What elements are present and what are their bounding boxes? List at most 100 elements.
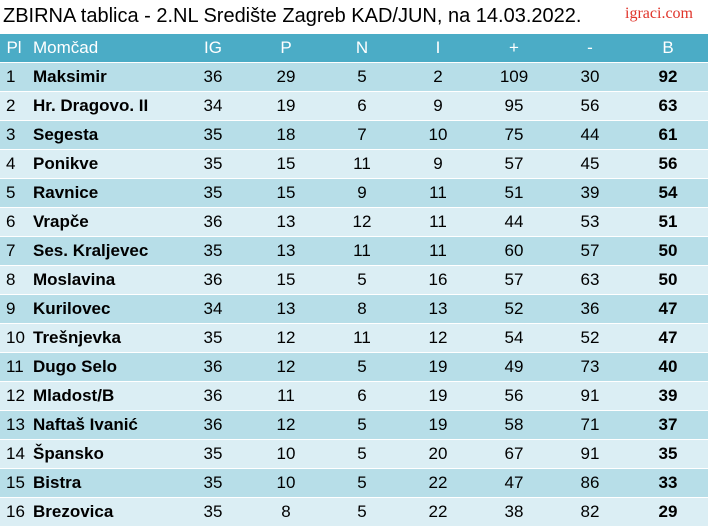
team-name-cell: Brezovica bbox=[28, 497, 178, 527]
played-cell: 34 bbox=[178, 91, 248, 121]
draws-cell: 5 bbox=[324, 468, 400, 498]
team-name-cell: Bistra bbox=[28, 468, 178, 498]
page-title: ZBIRNA tablica - 2.NL Središte Zagreb KA… bbox=[3, 5, 582, 27]
played-cell: 35 bbox=[178, 178, 248, 208]
losses-cell: 16 bbox=[400, 265, 476, 295]
goals-against-cell: 63 bbox=[552, 265, 628, 295]
position-cell: 4 bbox=[0, 149, 28, 179]
points-cell: 50 bbox=[628, 265, 708, 295]
points-cell: 47 bbox=[628, 323, 708, 353]
losses-cell: 19 bbox=[400, 352, 476, 382]
table-row: 11 Dugo Selo 36 12 5 19 49 73 40 bbox=[0, 352, 708, 382]
team-name-cell: Moslavina bbox=[28, 265, 178, 295]
played-cell: 36 bbox=[178, 62, 248, 92]
draws-cell: 11 bbox=[324, 323, 400, 353]
played-cell: 36 bbox=[178, 265, 248, 295]
header-team: Momčad bbox=[28, 34, 178, 63]
wins-cell: 12 bbox=[248, 323, 324, 353]
draws-cell: 8 bbox=[324, 294, 400, 324]
table-row: 8 Moslavina 36 15 5 16 57 63 50 bbox=[0, 265, 708, 295]
table-row: 6 Vrapče 36 13 12 11 44 53 51 bbox=[0, 207, 708, 237]
goals-for-cell: 56 bbox=[476, 381, 552, 411]
wins-cell: 15 bbox=[248, 149, 324, 179]
losses-cell: 9 bbox=[400, 91, 476, 121]
goals-against-cell: 91 bbox=[552, 381, 628, 411]
table-row: 7 Ses. Kraljevec 35 13 11 11 60 57 50 bbox=[0, 236, 708, 266]
goals-for-cell: 51 bbox=[476, 178, 552, 208]
position-cell: 13 bbox=[0, 410, 28, 440]
goals-for-cell: 95 bbox=[476, 91, 552, 121]
points-cell: 35 bbox=[628, 439, 708, 469]
played-cell: 36 bbox=[178, 352, 248, 382]
position-cell: 5 bbox=[0, 178, 28, 208]
team-name-cell: Ravnice bbox=[28, 178, 178, 208]
position-cell: 8 bbox=[0, 265, 28, 295]
goals-for-cell: 75 bbox=[476, 120, 552, 150]
goals-against-cell: 30 bbox=[552, 62, 628, 92]
header-draws: N bbox=[324, 34, 400, 63]
table-row: 13 Naftaš Ivanić 36 12 5 19 58 71 37 bbox=[0, 410, 708, 440]
points-cell: 92 bbox=[628, 62, 708, 92]
draws-cell: 5 bbox=[324, 439, 400, 469]
draws-cell: 5 bbox=[324, 410, 400, 440]
losses-cell: 11 bbox=[400, 236, 476, 266]
team-name-cell: Naftaš Ivanić bbox=[28, 410, 178, 440]
goals-against-cell: 73 bbox=[552, 352, 628, 382]
losses-cell: 12 bbox=[400, 323, 476, 353]
table-row: 10 Trešnjevka 35 12 11 12 54 52 47 bbox=[0, 323, 708, 353]
points-cell: 29 bbox=[628, 497, 708, 527]
points-cell: 37 bbox=[628, 410, 708, 440]
position-cell: 14 bbox=[0, 439, 28, 469]
goals-against-cell: 56 bbox=[552, 91, 628, 121]
draws-cell: 12 bbox=[324, 207, 400, 237]
team-name-cell: Dugo Selo bbox=[28, 352, 178, 382]
header-losses: I bbox=[400, 34, 476, 63]
draws-cell: 5 bbox=[324, 497, 400, 527]
wins-cell: 13 bbox=[248, 207, 324, 237]
goals-for-cell: 52 bbox=[476, 294, 552, 324]
played-cell: 36 bbox=[178, 381, 248, 411]
goals-against-cell: 82 bbox=[552, 497, 628, 527]
goals-against-cell: 44 bbox=[552, 120, 628, 150]
wins-cell: 29 bbox=[248, 62, 324, 92]
header-wins: P bbox=[248, 34, 324, 63]
team-name-cell: Maksimir bbox=[28, 62, 178, 92]
draws-cell: 5 bbox=[324, 62, 400, 92]
points-cell: 56 bbox=[628, 149, 708, 179]
losses-cell: 19 bbox=[400, 410, 476, 440]
played-cell: 35 bbox=[178, 497, 248, 527]
played-cell: 36 bbox=[178, 410, 248, 440]
draws-cell: 5 bbox=[324, 265, 400, 295]
points-cell: 33 bbox=[628, 468, 708, 498]
position-cell: 15 bbox=[0, 468, 28, 498]
header-goals-for: + bbox=[476, 34, 552, 63]
table-row: 3 Segesta 35 18 7 10 75 44 61 bbox=[0, 120, 708, 150]
draws-cell: 9 bbox=[324, 178, 400, 208]
wins-cell: 12 bbox=[248, 352, 324, 382]
losses-cell: 20 bbox=[400, 439, 476, 469]
position-cell: 10 bbox=[0, 323, 28, 353]
goals-for-cell: 60 bbox=[476, 236, 552, 266]
goals-against-cell: 45 bbox=[552, 149, 628, 179]
points-cell: 50 bbox=[628, 236, 708, 266]
points-cell: 47 bbox=[628, 294, 708, 324]
losses-cell: 13 bbox=[400, 294, 476, 324]
points-cell: 39 bbox=[628, 381, 708, 411]
played-cell: 35 bbox=[178, 323, 248, 353]
goals-for-cell: 44 bbox=[476, 207, 552, 237]
draws-cell: 7 bbox=[324, 120, 400, 150]
header-goals-against: - bbox=[552, 34, 628, 63]
goals-against-cell: 57 bbox=[552, 236, 628, 266]
points-cell: 51 bbox=[628, 207, 708, 237]
goals-for-cell: 67 bbox=[476, 439, 552, 469]
losses-cell: 10 bbox=[400, 120, 476, 150]
wins-cell: 8 bbox=[248, 497, 324, 527]
played-cell: 35 bbox=[178, 468, 248, 498]
table-row: 16 Brezovica 35 8 5 22 38 82 29 bbox=[0, 497, 708, 527]
losses-cell: 11 bbox=[400, 207, 476, 237]
table-header-row: Pl Momčad IG P N I + - B bbox=[0, 34, 708, 63]
goals-for-cell: 47 bbox=[476, 468, 552, 498]
position-cell: 16 bbox=[0, 497, 28, 527]
draws-cell: 6 bbox=[324, 91, 400, 121]
position-cell: 3 bbox=[0, 120, 28, 150]
